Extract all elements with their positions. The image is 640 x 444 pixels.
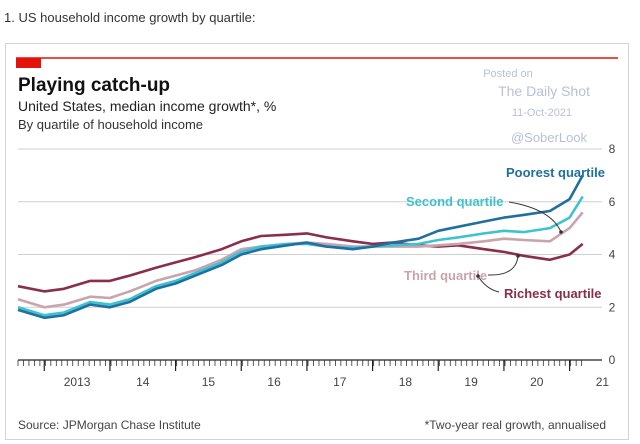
income-growth-chart: Playing catch-up United States, median i… — [16, 57, 618, 432]
watermark-handle: @SoberLook — [511, 130, 588, 145]
series-line-poorest-quartile — [17, 174, 584, 320]
x-tick-label: 15 — [202, 375, 216, 389]
watermark-site: The Daily Shot — [498, 83, 590, 99]
watermark-date: 11-Oct-2021 — [512, 107, 572, 119]
chart-panel: Playing catch-up United States, median i… — [5, 43, 629, 440]
x-tick-label: 21 — [596, 375, 610, 389]
y-tick-label: 2 — [609, 300, 616, 314]
x-axis: 2013 14 15 16 17 18 19 20 21 — [17, 359, 610, 389]
y-tick-label: 8 — [609, 142, 616, 156]
series-label-second-quartile: Second quartile — [406, 194, 504, 209]
leader-line-richest-quartile — [477, 275, 500, 293]
leader-line-third-quartile — [487, 255, 519, 276]
x-tick-label: 19 — [464, 375, 478, 389]
x-tick-label: 17 — [333, 375, 347, 389]
chart-subtitle-2: By quartile of household income — [18, 117, 203, 132]
x-tick-label: 18 — [399, 375, 413, 389]
watermark-posted-on: Posted on — [483, 68, 533, 80]
series-layer — [17, 174, 584, 320]
x-tick-label: 20 — [530, 375, 544, 389]
leader-dot-richest-quartile — [476, 274, 480, 278]
brand-red-tab — [16, 58, 41, 68]
leader-dot-third-quartile — [516, 254, 520, 258]
series-line-third-quartile — [17, 211, 584, 309]
figure-caption: 1. US household income growth by quartil… — [4, 10, 256, 25]
source-note: Source: JPMorgan Chase Institute — [18, 418, 201, 432]
leader-line-second-quartile — [508, 201, 562, 233]
x-tick-label: 16 — [267, 375, 281, 389]
x-tick-label: 14 — [136, 375, 150, 389]
chart-subtitle: United States, median income growth*, % — [18, 98, 276, 114]
y-tick-labels: 0 2 4 6 8 — [609, 142, 616, 367]
series-label-third-quartile: Third quartile — [404, 268, 487, 283]
y-tick-label: 4 — [609, 248, 616, 262]
series-line-richest-quartile — [17, 232, 584, 293]
chart-title: Playing catch-up — [18, 75, 170, 96]
series-label-poorest-quartile: Poorest quartile — [506, 165, 605, 180]
y-tick-label: 6 — [609, 195, 616, 209]
y-tick-label: 0 — [609, 353, 616, 367]
grid-layer — [18, 148, 602, 308]
x-tick-label: 2013 — [64, 375, 91, 389]
leader-dot-second-quartile — [559, 230, 563, 234]
footnote: *Two-year real growth, annualised — [425, 418, 606, 432]
series-label-richest-quartile: Richest quartile — [504, 286, 602, 301]
